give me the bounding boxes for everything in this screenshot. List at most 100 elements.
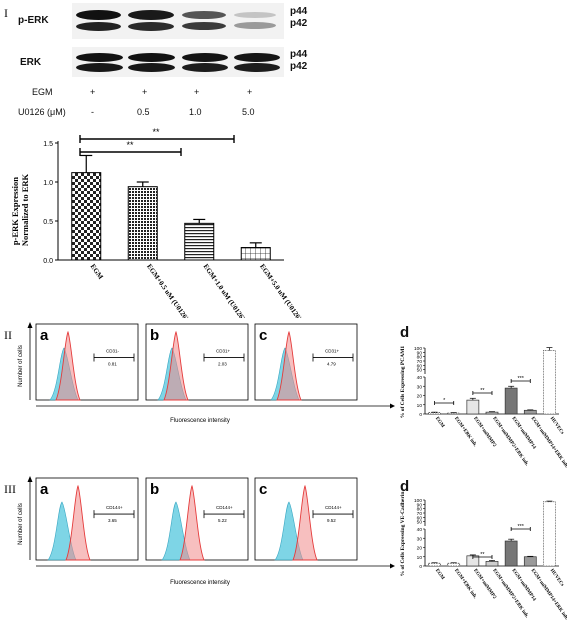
blot-perk-strip [72,3,284,39]
blot-erk-label: ERK [20,57,42,68]
arrow-icon [390,403,395,409]
band-p44: p44 [290,6,308,17]
sig-mark: *** [518,376,525,382]
x-tick-label: EGM+miMMP14+ERK inh. [530,568,567,621]
y-tick-label: 90 [417,350,423,356]
panel-letter: b [150,481,159,498]
bar [240,247,271,261]
gate-name: CD144+ [325,505,342,510]
x-tick-label: EGM [89,263,105,282]
bar [523,409,537,415]
band [76,53,123,62]
panel-letter-d: d [400,478,410,495]
bar [504,540,518,567]
flow-y-axis-label: Number of cells [18,503,24,545]
y-tick-label: 1.0 [43,180,53,187]
band [182,11,226,19]
band-p42: p42 [290,18,308,29]
panel-letter: b [150,327,159,344]
flow-y-axis-label: Number of cells [18,345,24,387]
bar [543,501,556,567]
flow-row-iii: Number of cells a CD144+ 3.65 b CD144+ 5.22 c C… [18,476,395,586]
perk-bar-chart: ** ** 0.0 0.5 1.0 1.5 EGM EGM+0.5 uM (U0126)… [10,128,304,318]
y-tick-label: 50 [417,368,423,374]
arrow-icon [390,563,395,569]
panel-letter: a [40,481,49,498]
band [234,53,280,62]
blot-erk-strip [72,47,284,77]
y-axis-label: % of Cells Expressing PCAM1 [400,346,406,419]
histogram-frame [145,323,249,401]
x-tick-label: EGM+5.0 uM (U0126) [258,263,303,318]
panel-letter: c [259,481,267,498]
x-tick-label: EGM [434,568,445,581]
y-tick-label: 100 [414,346,422,352]
histogram-sample [276,330,302,401]
y-tick-label: 10 [417,555,423,561]
section-iii-label: III [4,482,16,496]
y-tick-label: 40 [417,375,423,381]
bar [523,556,537,567]
arrow-icon [27,476,33,482]
y-tick-label: 20 [417,546,423,552]
band [128,10,174,20]
u0126-row-label: U0126 (μM) [18,107,66,117]
flow-row-ii: Number of cells a CD31- 0.81 b CD31+ 2.03 c CD3… [18,322,395,424]
y-tick-label: 80 [417,507,423,513]
flow-x-axis-label: Fluorescence intensity [170,418,230,424]
sig-mark: ** [126,140,134,150]
histogram-sample [163,330,189,401]
egm-mark: + [194,87,200,97]
y-tick-label: 30 [417,536,423,542]
section-i-label: I [4,6,8,20]
band [234,22,276,29]
y-tick-label: 0 [419,412,422,418]
x-tick-label: HUVECs [549,416,565,435]
gate-name: CD31+ [325,348,340,353]
bar [543,350,556,415]
sig-mark: ** [480,552,485,558]
band-p42: p42 [290,61,308,72]
bar [71,172,102,261]
y-tick-label: 40 [417,527,423,533]
section-ii-label: II [4,328,12,342]
x-tick-label: EGM+miMMP2+ERK inh. [491,416,529,467]
bar [447,412,461,415]
y-tick-label: 60 [417,515,423,521]
gate-name: CD31+ [216,348,231,353]
bar [184,222,215,261]
gate-name: CD144+ [216,505,233,510]
egm-mark: + [247,87,253,97]
bar [485,411,499,415]
band [128,63,175,72]
bar [466,399,480,415]
bar [428,412,441,415]
band-p44: p44 [290,49,308,60]
y-tick-label: 1.5 [43,141,53,148]
x-tick-label: EGM+miMMP2+ERK inh. [491,568,529,619]
y-tick-label: 50 [417,520,423,526]
y-axis-label-line: Normalized to ERK [20,173,30,246]
u0126-value: 1.0 [189,107,202,117]
panel-letter: a [40,327,49,344]
x-tick-label: EGM+1.0 uM (U0126) [202,263,247,318]
y-tick-label: 90 [417,502,423,508]
arrow-icon [27,322,33,328]
y-axis-label-line: p-ERK Expression [10,177,20,245]
panel-letter-d: d [400,324,410,341]
band [76,10,121,20]
x-tick-label: HUVECs [549,568,565,587]
y-tick-label: 0 [419,564,422,570]
histogram-frame [35,323,139,401]
bar [485,561,499,567]
x-tick-label: EGM+miMMP14+ERK inh. [530,416,567,469]
gate-percent: 3.65 [108,518,117,523]
sig-mark: *** [518,524,525,530]
band [182,53,228,62]
y-tick-label: 20 [417,394,423,400]
histogram-sample [55,330,81,401]
gate-name: CD144+ [106,505,123,510]
y-tick-label: 100 [414,498,422,504]
